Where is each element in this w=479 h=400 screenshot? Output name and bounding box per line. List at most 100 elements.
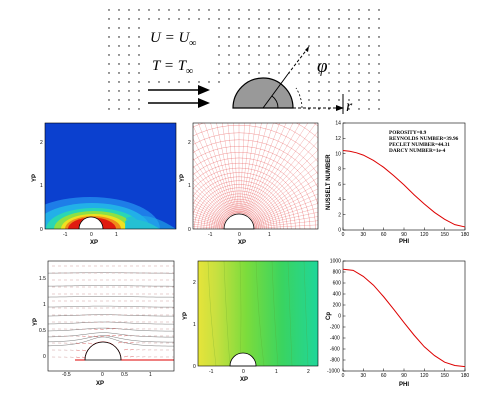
legend-peclet: PECLET NUMBER=44.31 xyxy=(389,142,450,148)
x-tick-label: 180 xyxy=(461,373,470,379)
y-tick-label: 200 xyxy=(333,303,342,309)
svg-text:1: 1 xyxy=(188,183,191,189)
svg-text:0: 0 xyxy=(101,372,104,378)
y-tick-label: 4 xyxy=(338,197,341,203)
x-axis-label: XP xyxy=(96,381,104,387)
svg-text:2: 2 xyxy=(307,369,310,375)
x-tick-label: 0 xyxy=(342,232,345,238)
x-axis-label: PHI xyxy=(399,239,409,245)
r-symbol: r xyxy=(346,98,353,115)
nusselt-chart: 0 30 60 90 120 150 180 0 2 4 6 8 10 12 14 POROSITY=0.9… xyxy=(326,121,470,245)
streamlines-panel: 0 0.5 1 1.5 -0.5 0 0.5 1 XP YP xyxy=(30,256,180,391)
streamlines xyxy=(48,265,174,359)
radius-arrow xyxy=(287,47,309,75)
svg-text:0: 0 xyxy=(90,232,93,238)
svg-text:0: 0 xyxy=(40,227,43,233)
svg-text:0: 0 xyxy=(188,227,191,233)
x-axis-label: PHI xyxy=(399,382,409,388)
y-tick-label: 14 xyxy=(335,121,341,127)
y-tick-label: 12 xyxy=(335,136,341,142)
x-tick-label: 120 xyxy=(420,373,429,379)
flow-schematic: U = U∞ T = T∞ φ r xyxy=(108,9,380,115)
svg-text:1: 1 xyxy=(149,372,152,378)
y-tick-label: 2 xyxy=(338,212,341,218)
temperature-contour-panel: 0 1 2 -1 0 1 XP YP xyxy=(30,118,180,246)
y-axis-label: YP xyxy=(180,174,186,182)
nusselt-chart-panel: 0 30 60 90 120 150 180 0 2 4 6 8 10 12 14 POROSITY=0.9… xyxy=(323,118,471,248)
x-tick-label: 60 xyxy=(381,373,387,379)
pressure-contour-panel: 0 1 2 -1 0 1 2 XP YP xyxy=(180,256,325,391)
x-axis-label: XP xyxy=(90,240,98,246)
svg-text:0: 0 xyxy=(193,364,196,370)
y-axis-label: YP xyxy=(183,312,189,320)
x-tick-label: 150 xyxy=(440,232,449,238)
svg-text:2: 2 xyxy=(40,140,43,146)
cp-series-line xyxy=(342,268,466,368)
y-tick-label: 8 xyxy=(338,167,341,173)
svg-text:0: 0 xyxy=(43,354,46,360)
cp-chart-panel: 0 30 60 90 120 150 180 -1000 -800 -600 -400 -200 0 20… xyxy=(323,256,471,391)
legend-darcy: DARCY NUMBER=1e-4 xyxy=(389,148,446,154)
x-ticks: -1 0 1 xyxy=(63,232,118,238)
svg-text:1: 1 xyxy=(193,322,196,328)
x-tick-label: 60 xyxy=(381,232,387,238)
svg-text:0.5: 0.5 xyxy=(39,328,46,334)
y-ticks: 0 1 2 xyxy=(40,140,43,233)
angle-arc xyxy=(271,95,279,109)
svg-text:1: 1 xyxy=(275,369,278,375)
y-axis-label: Cp xyxy=(326,312,332,320)
svg-text:0: 0 xyxy=(242,369,245,375)
y-tick-label: 0 xyxy=(338,314,341,320)
svg-text:1.5: 1.5 xyxy=(39,276,46,282)
x-tick-label: 120 xyxy=(420,232,429,238)
y-axis-label: YP xyxy=(32,174,38,182)
y-axis-label: YP xyxy=(33,318,39,326)
nusselt-series-line xyxy=(342,150,466,228)
svg-text:2: 2 xyxy=(188,140,191,146)
phi-symbol: φ xyxy=(317,56,328,77)
legend-reynolds: REYNOLDS NUMBER=39.96 xyxy=(389,136,459,142)
velocity-condition: U = U∞ xyxy=(150,30,196,49)
y-tick-label: -400 xyxy=(330,336,340,342)
y-tick-label: 800 xyxy=(333,270,342,276)
x-tick-label: 0 xyxy=(342,373,345,379)
y-tick-label: 1000 xyxy=(330,259,341,265)
svg-text:-1: -1 xyxy=(63,232,68,238)
y-tick-label: 0 xyxy=(338,228,341,234)
svg-text:2: 2 xyxy=(193,280,196,286)
y-tick-label: 400 xyxy=(333,292,342,298)
cp-chart: 0 30 60 90 120 150 180 -1000 -800 -600 -400 -200 0 20… xyxy=(326,259,470,388)
svg-text:-1: -1 xyxy=(209,369,214,375)
y-tick-label: -800 xyxy=(330,358,340,364)
svg-text:1: 1 xyxy=(268,232,271,238)
x-axis-label: XP xyxy=(238,240,246,246)
y-tick-label: -1000 xyxy=(327,369,340,375)
inflow-arrows xyxy=(148,85,210,108)
x-axis-label: XP xyxy=(240,377,248,383)
legend-text: POROSITY=0.9 REYNOLDS NUMBER=39.96 PECLE… xyxy=(389,130,459,154)
svg-text:1: 1 xyxy=(115,232,118,238)
x-tick-label: 90 xyxy=(401,373,407,379)
x-tick-label: 90 xyxy=(401,232,407,238)
x-tick-label: 180 xyxy=(461,232,470,238)
y-tick-label: -200 xyxy=(330,325,340,331)
y-axis-label: NUSSELT NUMBER xyxy=(326,154,332,210)
svg-text:1: 1 xyxy=(40,183,43,189)
svg-text:-0.5: -0.5 xyxy=(62,372,71,378)
y-tick-label: 6 xyxy=(338,182,341,188)
y-tick-label: -600 xyxy=(330,347,340,353)
legend-porosity: POROSITY=0.9 xyxy=(389,130,427,136)
porous-medium-dots xyxy=(108,9,380,110)
svg-text:0: 0 xyxy=(238,232,241,238)
half-cylinder xyxy=(232,77,294,109)
x-tick-label: 30 xyxy=(361,232,367,238)
x-tick-label: 30 xyxy=(361,373,367,379)
svg-text:1: 1 xyxy=(43,302,46,308)
svg-text:-1: -1 xyxy=(208,232,213,238)
x-tick-label: 150 xyxy=(440,373,449,379)
svg-text:0.5: 0.5 xyxy=(121,372,128,378)
y-tick-label: 10 xyxy=(335,151,341,157)
grid-mesh-panel: 0 1 2 -1 0 1 XP YP xyxy=(178,118,323,246)
y-tick-label: 600 xyxy=(333,281,342,287)
temperature-condition: T = T∞ xyxy=(152,58,193,77)
